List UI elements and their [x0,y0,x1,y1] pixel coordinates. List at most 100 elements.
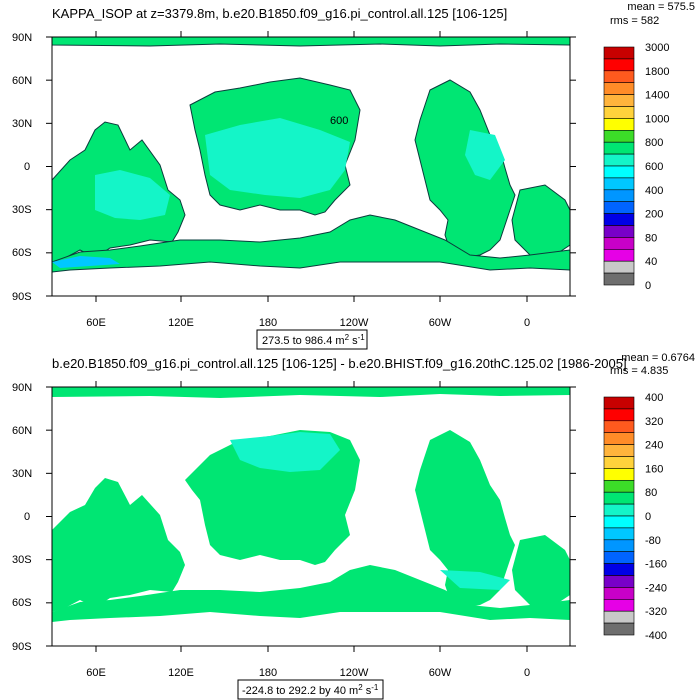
colorbar-swatch [603,201,635,214]
colorbar-swatch [603,527,635,541]
pacific-ocean-high [230,432,340,472]
colorbar-label: 320 [645,416,663,428]
xtick-label: 180 [259,667,277,679]
panel-top-mean: mean = 575.5 [627,1,695,13]
colorbar-swatch [603,272,635,286]
panel-bottom-field [52,387,570,622]
indian-ocean [52,478,185,612]
panel-top-contour-label: 600 [330,115,348,127]
colorbar-label: -160 [645,559,667,571]
colorbar-swatch [603,587,635,600]
colorbar-label: 200 [645,209,663,221]
panel-top-field [52,37,570,273]
panel-bottom-xaxis: 60E 120E 180 120W 60W 0 [86,667,530,679]
panel-bottom-rms: rms = 4.835 [610,365,668,377]
colorbar-swatch [603,106,635,119]
colorbar-swatch [603,598,635,612]
colorbar-swatch [603,479,635,493]
colorbar-label: -320 [645,606,667,618]
colorbar-swatch [603,468,635,481]
ytick-label: 30S [12,204,32,216]
atlantic-ocean-high [465,130,505,180]
colorbar-label: 80 [645,487,657,499]
colorbar-label: 160 [645,463,663,475]
colorbar-label: 1000 [645,113,669,125]
colorbar-swatch [603,225,635,238]
colorbar-label: -400 [645,630,667,642]
colorbar-swatch [603,82,635,95]
colorbar-swatch [603,610,635,624]
panel-bottom-yaxis: 90N 60N 30N 0 30S 60S 90S [12,382,32,653]
panel-top-range-box [256,329,368,350]
colorbar-swatch [603,515,635,529]
colorbar-label: 400 [645,185,663,197]
southern-ocean [52,214,570,273]
colorbar-swatch [603,551,635,564]
colorbar-swatch [603,153,635,167]
panel-top: KAPPA_ISOP at z=3379.8m, b.e20.B1850.f09… [12,1,695,350]
colorbar-swatch [603,396,635,410]
ytick-label: 30N [12,118,32,130]
xtick-label: 0 [524,317,530,329]
ytick-label: 30N [12,468,32,480]
colorbar-swatch [603,249,635,262]
colorbar-label: 1400 [645,90,669,102]
south-atlantic [511,184,570,256]
ytick-label: 60S [12,247,32,259]
panel-top-range-text: 273.5 to 986.4 m2 s-1 [262,333,365,347]
colorbar-label: 240 [645,440,663,452]
xtick-label: 120E [168,667,194,679]
pacific-ocean-high [205,118,350,198]
colorbar-swatch [603,165,635,179]
colorbar-swatch [603,130,635,143]
colorbar-label: 400 [645,392,663,404]
colorbar-label: 1800 [645,66,669,78]
colorbar-label: 800 [645,137,663,149]
panel-bottom-range-box [237,679,384,700]
colorbar-swatch [603,491,635,505]
xtick-label: 0 [524,667,530,679]
panel-bottom: b.e20.B1850.f09_g16.pi_control.all.125 [… [12,352,695,700]
colorbar-label: 0 [645,280,651,292]
colorbar-swatch [603,260,635,274]
ytick-label: 60S [12,597,32,609]
xtick-label: 60W [429,667,452,679]
panel-top-title: KAPPA_ISOP at z=3379.8m, b.e20.B1850.f09… [52,6,507,21]
ytick-label: 60N [12,75,32,87]
panel-bottom-title: b.e20.B1850.f09_g16.pi_control.all.125 [… [52,356,627,371]
xtick-label: 120E [168,317,194,329]
colorbar-label: 3000 [645,42,669,54]
colorbar-swatch [603,177,635,191]
atlantic-ocean [415,430,515,608]
panel-top-rms: rms = 582 [610,15,659,27]
south-atlantic [512,535,570,605]
colorbar-label: 40 [645,256,657,268]
panel-top-yaxis: 90N 60N 30N 0 30S 60S 90S [12,32,32,303]
colorbar-swatch [603,189,635,203]
colorbar-swatch [603,432,635,445]
colorbar-swatch [603,141,635,155]
ytick-label: 90S [12,291,32,303]
colorbar-label: 0 [645,511,651,523]
ytick-label: 30S [12,554,32,566]
colorbar-swatch [603,444,635,457]
arctic-ocean [52,387,570,398]
ytick-label: 90S [12,641,32,653]
colorbar-swatch [603,94,635,107]
colorbar-swatch [603,575,635,588]
xtick-label: 180 [259,317,277,329]
colorbar-swatch [603,420,635,433]
xtick-label: 120W [340,667,369,679]
colorbar-swatch [603,118,635,131]
colorbar-swatch [603,408,635,422]
ytick-label: 60N [12,425,32,437]
southern-ocean-accent [440,570,510,590]
colorbar-label: -80 [645,535,661,547]
panel-bottom-mean: mean = 0.6764 [621,352,695,364]
colorbar-swatch [603,563,635,576]
panel-top-ticks [46,31,576,302]
panel-bottom-range-text: -224.8 to 292.2 by 40 m2 s-1 [242,683,379,697]
xtick-label: 60E [86,667,106,679]
colorbar-label: 600 [645,161,663,173]
